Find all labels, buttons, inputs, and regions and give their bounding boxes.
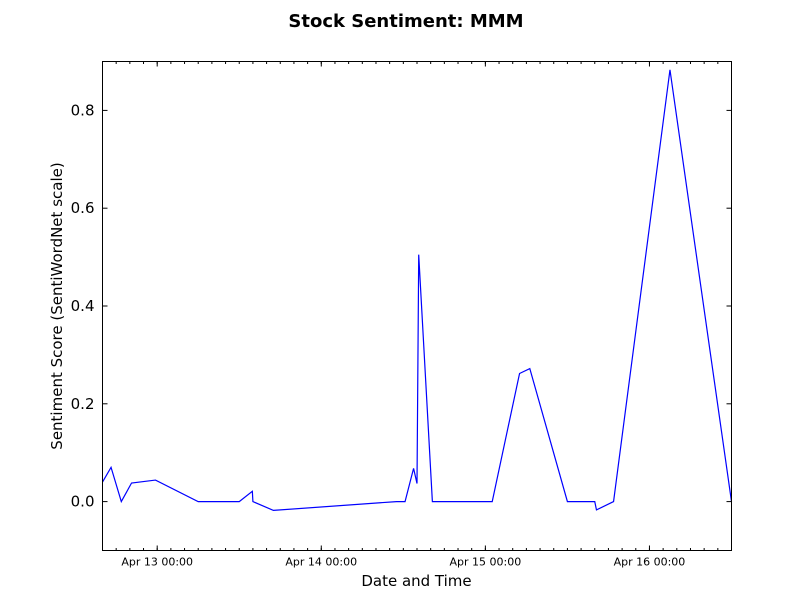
x-tick-label: Apr 13 00:00 [121,556,193,569]
x-axis-label: Date and Time [361,572,471,590]
x-tick-label: Apr 16 00:00 [614,556,686,569]
x-tick-label: Apr 14 00:00 [285,556,357,569]
series-line-0 [101,69,733,512]
plot-frame [102,61,732,551]
y-tick-label: 0.6 [71,199,95,217]
x-tick-label: Apr 15 00:00 [450,556,522,569]
y-tick-label: 0.4 [71,297,95,315]
y-tick-label: 0.0 [71,493,95,511]
series-line-group [101,69,733,512]
axis-ticks: 0.0 0.2 0.4 0.6 0.8 Apr 13 00:00 Apr 14 00:00 A… [71,61,732,569]
y-tick-label: 0.2 [71,395,95,413]
y-tick-label: 0.8 [71,101,95,119]
y-axis-label: Sentiment Score (SentiWordNet scale) [48,162,66,449]
chart-title: Stock Sentiment: MMM [288,11,523,32]
